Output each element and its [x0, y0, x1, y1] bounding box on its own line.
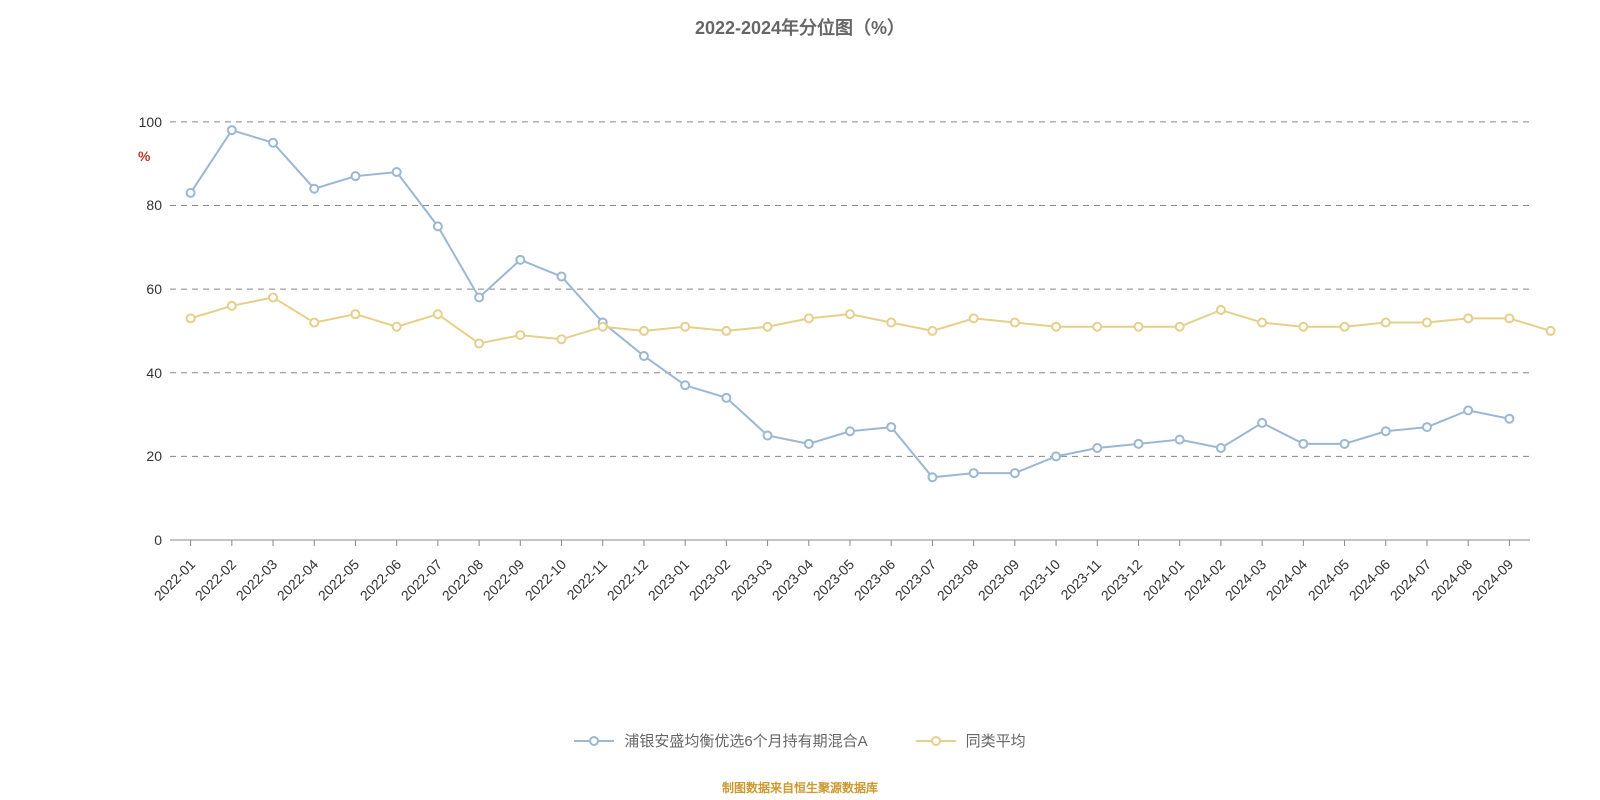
series-point [1011, 319, 1019, 327]
series-point [1382, 319, 1390, 327]
series-point [887, 423, 895, 431]
series-point [1052, 452, 1060, 460]
series-point [1093, 444, 1101, 452]
series-point [1052, 323, 1060, 331]
series-point [187, 314, 195, 322]
series-point [475, 293, 483, 301]
series-point [1258, 419, 1266, 427]
series-point [970, 469, 978, 477]
series-point [640, 352, 648, 360]
series-point [1093, 323, 1101, 331]
series-point [269, 293, 277, 301]
series-point [475, 339, 483, 347]
series-point [434, 310, 442, 318]
series-point [1464, 406, 1472, 414]
legend-item: 浦银安盛均衡优选6个月持有期混合A [574, 730, 867, 751]
series-point [722, 327, 730, 335]
series-point [764, 323, 772, 331]
series-point [434, 222, 442, 230]
series-point [1134, 440, 1142, 448]
series-point [1423, 319, 1431, 327]
series-point [805, 440, 813, 448]
ytick-label: 80 [122, 197, 162, 213]
series-point [928, 473, 936, 481]
series-point [1217, 444, 1225, 452]
series-point [681, 323, 689, 331]
series-point [640, 327, 648, 335]
legend-item: 同类平均 [916, 730, 1026, 751]
series-point [187, 189, 195, 197]
series-point [1011, 469, 1019, 477]
series-point [1258, 319, 1266, 327]
series-line-0 [191, 130, 1510, 477]
series-point [681, 381, 689, 389]
series-point [310, 185, 318, 193]
series-point [1299, 440, 1307, 448]
series-group [187, 126, 1555, 481]
series-point [558, 273, 566, 281]
series-point [722, 394, 730, 402]
series-point [558, 335, 566, 343]
series-point [1299, 323, 1307, 331]
series-point [516, 331, 524, 339]
series-point [1464, 314, 1472, 322]
series-point [1134, 323, 1142, 331]
series-point [1341, 323, 1349, 331]
series-point [1341, 440, 1349, 448]
legend-label: 同类平均 [966, 730, 1026, 751]
series-point [393, 168, 401, 176]
legend-swatch [574, 733, 614, 749]
legend: 浦银安盛均衡优选6个月持有期混合A 同类平均 [0, 730, 1600, 751]
series-line-1 [191, 297, 1551, 343]
series-point [1217, 306, 1225, 314]
axes [170, 540, 1530, 546]
series-point [599, 323, 607, 331]
series-point [970, 314, 978, 322]
series-point [393, 323, 401, 331]
series-point [1423, 423, 1431, 431]
plot-area [0, 0, 1600, 800]
series-point [351, 310, 359, 318]
series-point [1176, 436, 1184, 444]
series-point [1547, 327, 1555, 335]
series-point [846, 427, 854, 435]
footer-source-note: 制图数据来自恒生聚源数据库 [0, 779, 1600, 796]
series-point [1505, 415, 1513, 423]
series-point [928, 327, 936, 335]
gridlines [170, 122, 1530, 457]
series-point [1176, 323, 1184, 331]
series-point [310, 319, 318, 327]
series-point [887, 319, 895, 327]
series-point [516, 256, 524, 264]
series-point [269, 139, 277, 147]
series-point [228, 126, 236, 134]
series-point [1505, 314, 1513, 322]
ytick-label: 40 [122, 365, 162, 381]
series-point [351, 172, 359, 180]
series-point [805, 314, 813, 322]
legend-label: 浦银安盛均衡优选6个月持有期混合A [624, 730, 867, 751]
legend-swatch [916, 733, 956, 749]
series-point [846, 310, 854, 318]
ytick-label: 20 [122, 448, 162, 464]
ytick-label: 60 [122, 281, 162, 297]
percentile-line-chart: 2022-2024年分位图（%） % 020406080100 2022-012… [0, 0, 1600, 800]
ytick-label: 0 [122, 532, 162, 548]
series-point [1382, 427, 1390, 435]
series-point [764, 431, 772, 439]
ytick-label: 100 [122, 114, 162, 130]
series-point [228, 302, 236, 310]
